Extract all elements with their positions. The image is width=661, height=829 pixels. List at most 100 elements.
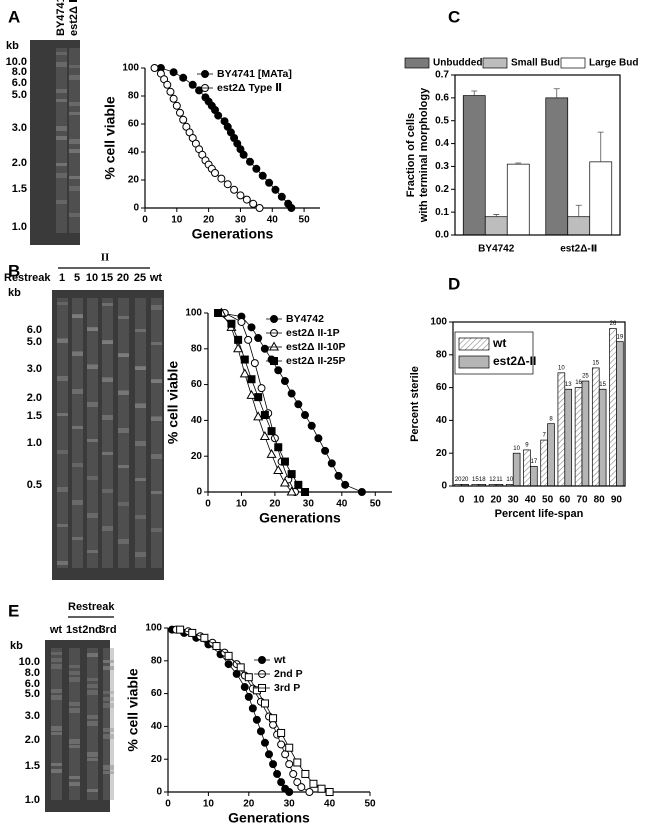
marker (294, 480, 303, 489)
marker (280, 457, 289, 466)
gel-band (135, 366, 146, 370)
gel-smear (72, 298, 83, 568)
marker (224, 660, 233, 669)
x-tick-label: est2Δ-Ⅱ (560, 244, 597, 255)
gel-band (103, 765, 114, 770)
marker (255, 204, 264, 212)
bar (545, 97, 569, 236)
lane-label: 1st (66, 624, 82, 636)
gel-band (87, 476, 98, 480)
x-tick-label: 70 (576, 495, 588, 506)
gel-band (56, 126, 67, 131)
marker (269, 760, 278, 769)
y-axis-label: Fraction of cells (405, 113, 417, 197)
legend-label: 2nd P (274, 668, 303, 680)
marker (297, 783, 306, 792)
legend-swatch (458, 337, 490, 351)
marker (234, 335, 243, 344)
marker (341, 480, 350, 489)
gel-band (51, 732, 62, 735)
size-marker: 6.0 (25, 678, 40, 690)
marker (257, 384, 266, 393)
x-tick-label: 20 (243, 799, 255, 810)
legend-box (454, 331, 534, 375)
marker (230, 185, 239, 194)
y-tick-label: 0 (441, 481, 447, 492)
gel-band (118, 316, 129, 319)
gel-band (118, 391, 129, 395)
gel-band (102, 489, 113, 493)
size-marker: 2.0 (12, 157, 27, 169)
gel-band (135, 404, 146, 408)
gel-band (135, 515, 146, 519)
marker (244, 673, 253, 682)
marker (280, 377, 289, 386)
gel-band (102, 526, 113, 531)
gel-band (87, 327, 98, 331)
y-tick-label: 100 (145, 623, 162, 634)
gel-band (51, 695, 62, 700)
size-marker: 8.0 (25, 667, 40, 679)
count-label: 18 (479, 477, 486, 483)
marker (214, 309, 223, 317)
marker (246, 157, 254, 166)
count-label: 10 (506, 477, 513, 483)
x-tick-label: 20 (269, 499, 281, 510)
legend-swatch (404, 57, 430, 69)
legend-label: Unbudded (433, 58, 482, 69)
count-label: 17 (530, 459, 537, 465)
marker (260, 699, 269, 708)
y-tick-label: 80 (151, 655, 163, 666)
gel-band (69, 665, 80, 668)
x-tick-label: 0 (459, 495, 465, 506)
gel-band (72, 352, 83, 356)
marker (236, 663, 245, 672)
lane-label: 20 (117, 272, 129, 284)
marker (223, 180, 232, 189)
legend-label: 3rd P (274, 682, 300, 694)
lane-label: 25 (134, 272, 146, 284)
gel-band (69, 671, 80, 675)
gel-band (103, 728, 114, 732)
bar (512, 452, 521, 487)
marker (256, 727, 265, 736)
gel-band (69, 149, 80, 153)
marker (265, 178, 274, 187)
gel-image (52, 290, 164, 580)
marker (217, 174, 226, 183)
lane-label: wt (149, 272, 163, 284)
count-label: 15 (592, 360, 599, 366)
marker (285, 788, 294, 796)
marker (249, 199, 258, 208)
gel-band (87, 653, 98, 657)
marker (227, 319, 236, 328)
gel-band (69, 112, 80, 115)
marker (253, 411, 264, 421)
marker (293, 758, 302, 767)
legend-label: BY4741 [MATa] (217, 68, 292, 80)
marker (246, 389, 257, 399)
count-label: 13 (565, 382, 572, 388)
y-tick-label: 0.6 (435, 92, 449, 103)
gel-smear (87, 298, 98, 568)
x-tick-label: BY4742 (478, 244, 515, 255)
x-tick-label: 10 (203, 799, 215, 810)
plot-frame (454, 74, 621, 236)
marker (325, 788, 334, 796)
x-tick-label: 10 (473, 495, 485, 506)
y-tick-label: 40 (128, 147, 140, 158)
error-bar (597, 131, 604, 162)
gel-band (51, 726, 62, 731)
gel-band (87, 752, 98, 757)
x-tick-label: 30 (284, 799, 296, 810)
gel-band (72, 314, 83, 318)
size-marker: 6.0 (27, 324, 42, 336)
marker (301, 769, 310, 778)
x-tick-label: 40 (525, 495, 537, 506)
count-label: 11 (496, 477, 503, 483)
legend-label: est2Δ Type Ⅱ (217, 82, 282, 94)
y-axis-label: Percent sterile (409, 366, 421, 442)
marker (260, 344, 269, 353)
marker (301, 488, 310, 496)
count-label: 8 (549, 416, 553, 422)
